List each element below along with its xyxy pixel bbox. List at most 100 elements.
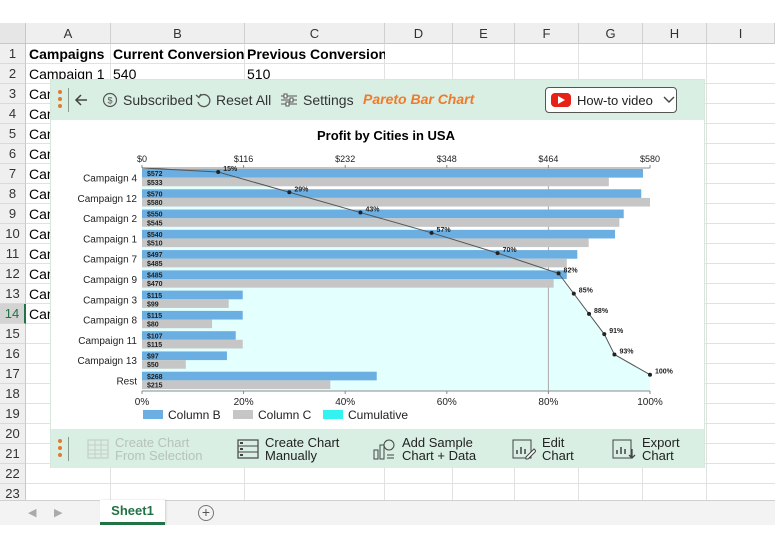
row-header[interactable]: 19 (0, 404, 26, 424)
row-header[interactable]: 20 (0, 424, 26, 444)
bar-label-column-b: $107 (147, 333, 163, 340)
cell-a-partial[interactable]: Cam (29, 266, 51, 282)
status-bar (0, 525, 775, 549)
row-header[interactable]: 22 (0, 464, 26, 484)
add-sample-line1: Add Sample (402, 435, 473, 450)
cell-b2[interactable]: 540 (113, 66, 137, 82)
top-axis-tick-label: $0 (137, 154, 147, 164)
bar-label-column-c: $470 (147, 281, 163, 288)
cumulative-label: 93% (619, 348, 634, 355)
cell-c2[interactable]: 510 (247, 66, 271, 82)
bar-column-b (142, 331, 236, 340)
bar-column-b (142, 290, 243, 300)
row-header[interactable]: 21 (0, 444, 26, 464)
export-chart-icon (612, 439, 636, 459)
edit-chart-button[interactable]: Edit Chart (512, 435, 574, 463)
column-header[interactable]: H (643, 23, 707, 44)
bar-label-column-b: $572 (147, 171, 163, 178)
cell-a-partial[interactable]: Cam (29, 126, 51, 142)
prev-sheet-arrow-icon[interactable]: ◀ (28, 507, 37, 519)
cell-a-partial[interactable]: Cam (29, 166, 51, 182)
column-header[interactable]: I (707, 23, 775, 44)
bar-label-column-b: $550 (147, 212, 163, 219)
how-to-video-dropdown[interactable]: How-to video (545, 87, 677, 113)
row-header[interactable]: 6 (0, 144, 26, 164)
cell-a-partial[interactable]: Cam (29, 86, 51, 102)
cumulative-label: 57% (437, 227, 452, 234)
row-header[interactable]: 16 (0, 344, 26, 364)
subscribed-button[interactable]: $ Subscribed (102, 90, 193, 110)
column-header[interactable]: E (453, 23, 515, 44)
column-header[interactable]: F (515, 23, 579, 44)
create-manually-line1: Create Chart (265, 435, 340, 450)
select-all-corner[interactable] (0, 23, 26, 44)
back-button[interactable] (73, 90, 89, 110)
export-chart-button[interactable]: Export Chart (612, 435, 680, 463)
row-header[interactable]: 7 (0, 164, 26, 184)
row-header[interactable]: 11 (0, 244, 26, 264)
reset-all-button[interactable]: Reset All (195, 90, 271, 110)
row-header[interactable]: 18 (0, 384, 26, 404)
row-header[interactable]: 8 (0, 184, 26, 204)
create-chart-from-selection-button[interactable]: Create Chart From Selection (87, 435, 202, 463)
row-header[interactable]: 10 (0, 224, 26, 244)
sheet-tab[interactable]: Sheet1 (100, 500, 165, 525)
cell-a-partial[interactable]: Cam (29, 146, 51, 162)
column-header[interactable]: G (579, 23, 643, 44)
toolbar-divider (68, 437, 69, 461)
row-header[interactable]: 13 (0, 284, 26, 304)
cell-a-partial[interactable]: Cam (29, 306, 51, 322)
top-toolbar: $ Subscribed Reset All Settings Pareto B… (51, 80, 704, 120)
bar-label-column-b: $115 (147, 293, 162, 300)
grip-icon[interactable] (58, 90, 62, 110)
cell-a-partial[interactable]: Cam (29, 246, 51, 262)
top-axis-tick-label: $464 (538, 154, 558, 164)
bar-column-c (142, 218, 620, 227)
sample-chart-icon (373, 439, 395, 460)
row-header[interactable]: 1 (0, 44, 26, 64)
cell-a-partial[interactable]: Cam (29, 106, 51, 122)
settings-button[interactable]: Settings (280, 90, 354, 110)
column-header[interactable]: B (111, 23, 245, 44)
add-sheet-icon[interactable]: + (198, 505, 214, 521)
cell-a1[interactable]: Campaigns (29, 46, 105, 62)
cumulative-label: 100% (655, 369, 674, 376)
bar-label-column-c: $99 (147, 301, 159, 308)
top-axis-tick-label: $580 (640, 154, 660, 164)
column-header[interactable]: A (26, 23, 111, 44)
add-sample-chart-button[interactable]: Add Sample Chart + Data (372, 435, 476, 463)
row-header[interactable]: 12 (0, 264, 26, 284)
category-label: Campaign 1 (83, 234, 137, 245)
cell-b1[interactable]: Current Conversions (113, 46, 245, 62)
column-header[interactable]: D (385, 23, 453, 44)
row-header[interactable]: 15 (0, 324, 26, 344)
grip-icon[interactable] (58, 439, 62, 459)
row-header[interactable]: 9 (0, 204, 26, 224)
next-sheet-arrow-icon[interactable]: ▶ (54, 507, 63, 519)
row-header[interactable]: 14 (0, 304, 26, 324)
cell-a-partial[interactable]: Cam (29, 206, 51, 222)
column-header[interactable]: C (245, 23, 385, 44)
bar-column-b (142, 209, 624, 219)
cell-a-partial[interactable]: Cam (29, 226, 51, 242)
add-sample-line2: Chart + Data (402, 448, 477, 463)
category-label: Campaign 7 (83, 255, 137, 266)
row-header[interactable]: 2 (0, 64, 26, 84)
chart-title: Profit by Cities in USA (317, 128, 456, 143)
bar-column-c (142, 360, 186, 369)
row-header[interactable]: 4 (0, 104, 26, 124)
bar-label-column-b: $497 (147, 252, 163, 259)
row-header[interactable]: 17 (0, 364, 26, 384)
row-header[interactable]: 5 (0, 124, 26, 144)
cell-a2[interactable]: Campaign 1 (29, 66, 105, 82)
cell-a-partial[interactable]: Cam (29, 186, 51, 202)
create-chart-manually-button[interactable]: Create Chart Manually (237, 435, 339, 463)
bar-column-c (142, 380, 331, 389)
bottom-axis-tick-label: 20% (234, 397, 254, 408)
cell-a-partial[interactable]: Cam (29, 286, 51, 302)
cell-c1[interactable]: Previous Conversions (247, 46, 385, 62)
row-header[interactable]: 3 (0, 84, 26, 104)
bar-label-column-b: $570 (147, 191, 163, 198)
bottom-toolbar: Create Chart From Selection Create Chart M… (51, 429, 704, 468)
top-axis-tick-label: $348 (437, 154, 457, 164)
